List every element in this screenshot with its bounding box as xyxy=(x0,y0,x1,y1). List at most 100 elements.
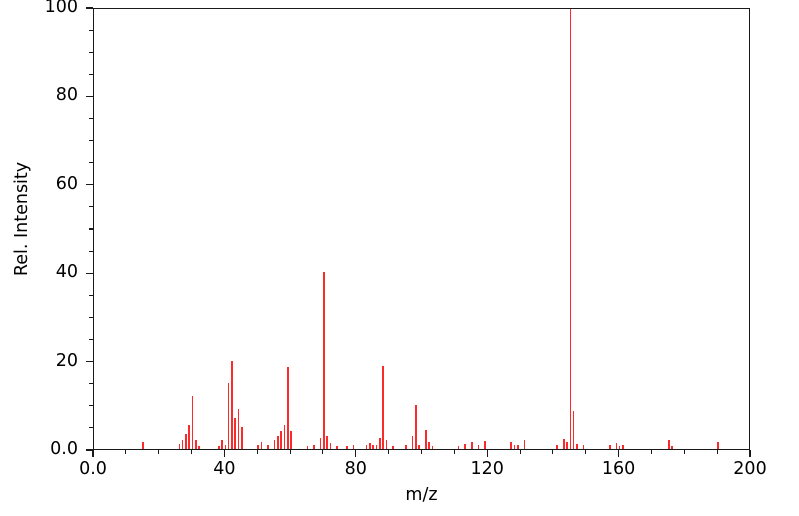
spectrum-peak xyxy=(329,442,332,449)
spectrum-peak xyxy=(382,365,384,449)
spectrum-peak xyxy=(431,446,434,449)
y-tick-minor xyxy=(89,228,93,230)
spectrum-peak xyxy=(198,446,200,449)
spectrum-peak xyxy=(668,440,670,449)
spectrum-peak xyxy=(457,445,460,449)
spectrum-peak xyxy=(313,444,315,449)
spectrum-peak xyxy=(484,441,486,449)
x-tick-label: 120 xyxy=(470,459,504,479)
y-axis-title: Rel. Intensity xyxy=(12,161,32,277)
spectrum-peak xyxy=(608,445,611,449)
spectrum-peak xyxy=(385,440,388,449)
spectrum-peak xyxy=(241,426,243,449)
spectrum-peak xyxy=(323,272,325,449)
x-tick-label: 80 xyxy=(344,459,367,479)
x-tick-minor xyxy=(716,450,718,454)
y-tick-major xyxy=(86,449,93,451)
x-tick-minor xyxy=(322,450,324,454)
y-tick-label: 20 xyxy=(55,350,78,371)
y-tick-minor xyxy=(89,73,93,75)
spectrum-peak xyxy=(326,435,329,449)
spectrum-peak xyxy=(221,440,223,449)
spectrum-peak xyxy=(218,445,220,449)
spectrum-peak xyxy=(283,424,286,449)
spectrum-peak xyxy=(227,382,230,449)
spectrum-peak xyxy=(231,360,233,449)
spectrum-peak xyxy=(470,442,473,449)
x-tick-label: 200 xyxy=(733,459,767,479)
y-tick-label: 60 xyxy=(55,173,78,194)
spectrum-peak xyxy=(346,445,348,449)
spectrum-peak xyxy=(191,395,194,449)
spectrum-peak xyxy=(392,445,394,449)
spectrum-peak xyxy=(185,433,187,449)
y-tick-major xyxy=(86,184,93,186)
x-tick-minor xyxy=(650,450,652,454)
y-tick-major xyxy=(86,272,93,274)
x-tick-major xyxy=(355,450,357,457)
y-tick-minor xyxy=(89,427,93,429)
spectrum-peak xyxy=(418,444,420,449)
y-tick-minor xyxy=(89,117,93,120)
y-tick-label: 0.0 xyxy=(50,439,78,459)
plot-area xyxy=(93,8,750,450)
x-tick-minor xyxy=(158,450,160,454)
spectrum-peak xyxy=(224,445,227,449)
spectrum-peak xyxy=(566,442,568,449)
x-tick-minor xyxy=(125,450,127,454)
y-tick-label: 100 xyxy=(44,0,78,17)
spectrum-peak xyxy=(188,424,191,449)
spectrum-peak xyxy=(411,435,414,449)
x-tick-label: 160 xyxy=(601,459,636,479)
spectrum-peak xyxy=(717,442,719,449)
spectrum-peak xyxy=(365,445,368,449)
spectrum-peak xyxy=(622,445,624,449)
spectrum-peak xyxy=(280,431,283,449)
x-tick-minor xyxy=(519,450,521,454)
y-tick-major xyxy=(86,7,93,9)
y-tick-minor xyxy=(89,29,93,31)
spectrum-peak xyxy=(405,444,407,449)
spectrum-peak xyxy=(372,444,375,449)
x-tick-label: 0.0 xyxy=(79,459,107,479)
spectrum-peak xyxy=(142,441,145,449)
spectrum-peak xyxy=(671,446,673,449)
spectrum-peak xyxy=(195,440,197,449)
spectrum-peak xyxy=(516,445,519,449)
spectrum-peak xyxy=(572,411,575,449)
spectrum-peak xyxy=(378,437,381,449)
spectrum-peak xyxy=(267,444,269,449)
spectrum-peaks xyxy=(94,9,749,449)
spectrum-peak xyxy=(513,444,516,449)
x-tick-major xyxy=(617,450,620,457)
x-tick-major xyxy=(749,450,751,457)
y-tick-minor xyxy=(89,338,93,341)
spectrum-peak xyxy=(582,445,585,449)
spectrum-peak xyxy=(234,418,237,449)
y-tick-minor xyxy=(89,405,93,407)
x-axis-title: m/z xyxy=(405,485,438,505)
y-tick-label: 80 xyxy=(55,85,78,106)
spectrum-peak xyxy=(319,437,322,449)
spectrum-peak xyxy=(615,442,618,449)
y-tick-minor xyxy=(89,206,93,208)
x-tick-minor xyxy=(453,450,455,454)
x-tick-minor xyxy=(683,450,685,454)
spectrum-peak xyxy=(277,435,279,449)
x-tick-major xyxy=(486,450,488,457)
x-tick-minor xyxy=(256,450,258,454)
spectrum-peak xyxy=(306,445,309,449)
y-tick-minor xyxy=(89,383,93,385)
y-tick-minor xyxy=(89,294,93,296)
spectrum-peak xyxy=(260,442,263,449)
y-tick-major xyxy=(86,360,93,363)
y-tick-minor xyxy=(89,162,93,164)
y-tick-minor xyxy=(89,316,93,318)
y-tick-label: 40 xyxy=(55,262,78,283)
spectrum-peak xyxy=(257,444,260,449)
y-tick-minor xyxy=(89,51,93,53)
x-tick-label: 40 xyxy=(213,459,236,479)
spectrum-peak xyxy=(618,446,621,449)
spectrum-peak xyxy=(237,409,240,449)
